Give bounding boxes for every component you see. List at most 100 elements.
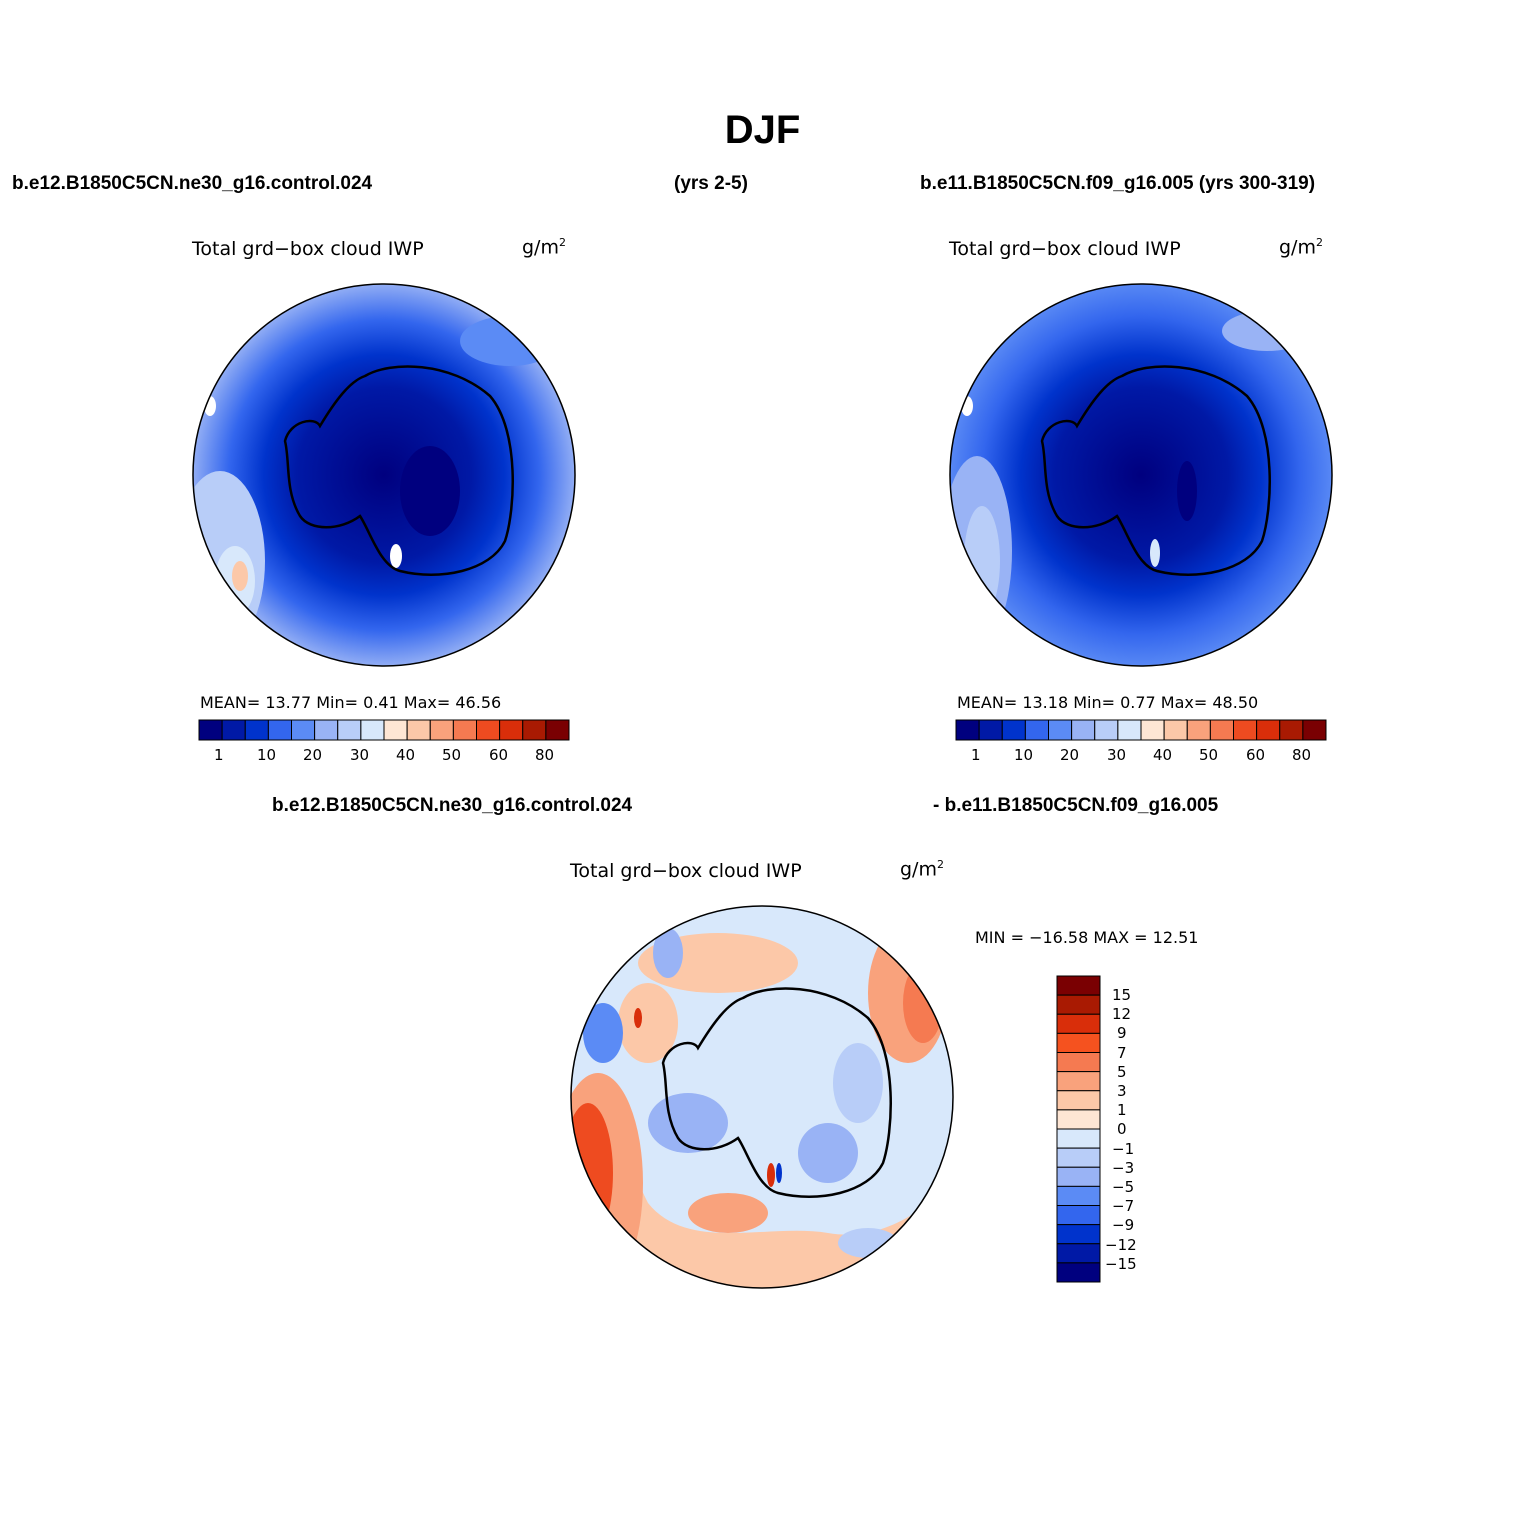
cb3-label: −3 (1112, 1159, 1135, 1177)
case1-polar-map (192, 283, 576, 667)
page-title: DJF (724, 108, 801, 152)
colorbar-swatch (267, 719, 292, 741)
colorbar-swatch (1233, 719, 1258, 741)
cb3-label: −5 (1112, 1178, 1135, 1196)
cb3-label: −12 (1105, 1236, 1137, 1254)
case2-polar-map (949, 283, 1333, 667)
colorbar-swatch (314, 719, 339, 741)
case1-colorbar (198, 719, 570, 741)
colorbar-swatch (1056, 1205, 1101, 1226)
colorbar-swatch (955, 719, 980, 741)
colorbar-swatch (1209, 719, 1234, 741)
panel3-variable: Total grd−box cloud IWP (570, 860, 802, 882)
cb2-label: 60 (1246, 746, 1266, 764)
colorbar-swatch (1056, 975, 1101, 996)
cb3-label: 0 (1117, 1120, 1127, 1138)
colorbar-swatch (337, 719, 362, 741)
cb1-label: 60 (489, 746, 509, 764)
cb3-label: 1 (1117, 1101, 1127, 1119)
cb1-label: 20 (303, 746, 323, 764)
cb3-label: −15 (1105, 1255, 1137, 1273)
cb2-label: 10 (1014, 746, 1034, 764)
panel2-units: g/m2 (1279, 236, 1323, 259)
colorbar-swatch (1056, 1013, 1101, 1034)
cb1-label: 10 (257, 746, 277, 764)
panel2-variable: Total grd−box cloud IWP (949, 238, 1181, 260)
colorbar-swatch (1163, 719, 1188, 741)
colorbar-swatch (1056, 1052, 1101, 1073)
colorbar-swatch (198, 719, 223, 741)
case2-header: b.e11.B1850C5CN.f09_g16.005 (yrs 300-319… (920, 173, 1316, 194)
cb2-label: 1 (971, 746, 981, 764)
cb2-label: 50 (1199, 746, 1219, 764)
diff-header-right: - b.e11.B1850C5CN.f09_g16.005 (933, 795, 1219, 816)
panel1-variable: Total grd−box cloud IWP (192, 238, 424, 260)
cb3-label: −1 (1112, 1140, 1135, 1158)
colorbar-swatch (1056, 1166, 1101, 1187)
cb1-label: 80 (535, 746, 555, 764)
colorbar-swatch (1117, 719, 1142, 741)
colorbar-swatch (545, 719, 570, 741)
case2-colorbar (955, 719, 1327, 741)
colorbar-swatch (1140, 719, 1165, 741)
colorbar-swatch (291, 719, 316, 741)
colorbar-swatch (360, 719, 385, 741)
cb3-label: −9 (1112, 1216, 1135, 1234)
colorbar-swatch (1056, 1185, 1101, 1206)
colorbar-swatch (1186, 719, 1211, 741)
colorbar-swatch (978, 719, 1003, 741)
cb1-label: 30 (350, 746, 370, 764)
colorbar-swatch (1056, 1090, 1101, 1111)
cb3-label: 3 (1117, 1082, 1127, 1100)
colorbar-swatch (1302, 719, 1327, 741)
cb3-label: 5 (1117, 1063, 1127, 1081)
colorbar-swatch (1056, 1109, 1101, 1130)
colorbar-swatch (522, 719, 547, 741)
colorbar-swatch (1056, 1128, 1101, 1149)
colorbar-swatch (1024, 719, 1049, 741)
colorbar-swatch (383, 719, 408, 741)
panel1-units: g/m2 (522, 236, 566, 259)
colorbar-swatch (1056, 1224, 1101, 1245)
panel3-stats: MIN = −16.58 MAX = 12.51 (975, 928, 1199, 947)
case1-years: (yrs 2-5) (674, 173, 748, 194)
cb2-label: 40 (1153, 746, 1173, 764)
colorbar-swatch (1056, 1147, 1101, 1168)
cb2-label: 30 (1107, 746, 1127, 764)
colorbar-swatch (1048, 719, 1073, 741)
colorbar-swatch (429, 719, 454, 741)
colorbar-swatch (1056, 1071, 1101, 1092)
colorbar-swatch (1001, 719, 1026, 741)
colorbar-swatch (1056, 1262, 1101, 1283)
cb2-label: 80 (1292, 746, 1312, 764)
cb3-label: 12 (1112, 1005, 1132, 1023)
cb1-label: 50 (442, 746, 462, 764)
colorbar-swatch (476, 719, 501, 741)
colorbar-swatch (1256, 719, 1281, 741)
cb3-label: 9 (1117, 1024, 1127, 1042)
colorbar-swatch (1056, 1243, 1101, 1264)
colorbar-swatch (1056, 994, 1101, 1015)
colorbar-swatch (1279, 719, 1304, 741)
colorbar-swatch (1056, 1032, 1101, 1053)
panel3-units: g/m2 (900, 858, 944, 881)
difference-colorbar (1056, 975, 1101, 1283)
colorbar-swatch (452, 719, 477, 741)
panel1-stats: MEAN= 13.77 Min= 0.41 Max= 46.56 (200, 693, 502, 712)
difference-polar-map (570, 905, 954, 1289)
colorbar-swatch (1071, 719, 1096, 741)
cb1-label: 1 (214, 746, 224, 764)
colorbar-swatch (244, 719, 269, 741)
colorbar-swatch (221, 719, 246, 741)
case1-header: b.e12.B1850C5CN.ne30_g16.control.024 (12, 173, 373, 194)
cb2-label: 20 (1060, 746, 1080, 764)
colorbar-swatch (406, 719, 431, 741)
panel2-stats: MEAN= 13.18 Min= 0.77 Max= 48.50 (957, 693, 1259, 712)
colorbar-swatch (499, 719, 524, 741)
colorbar-swatch (1094, 719, 1119, 741)
cb3-label: 15 (1112, 986, 1132, 1004)
cb1-label: 40 (396, 746, 416, 764)
cb3-label: −7 (1112, 1197, 1135, 1215)
cb3-label: 7 (1117, 1044, 1127, 1062)
diff-header-left: b.e12.B1850C5CN.ne30_g16.control.024 (272, 795, 633, 816)
